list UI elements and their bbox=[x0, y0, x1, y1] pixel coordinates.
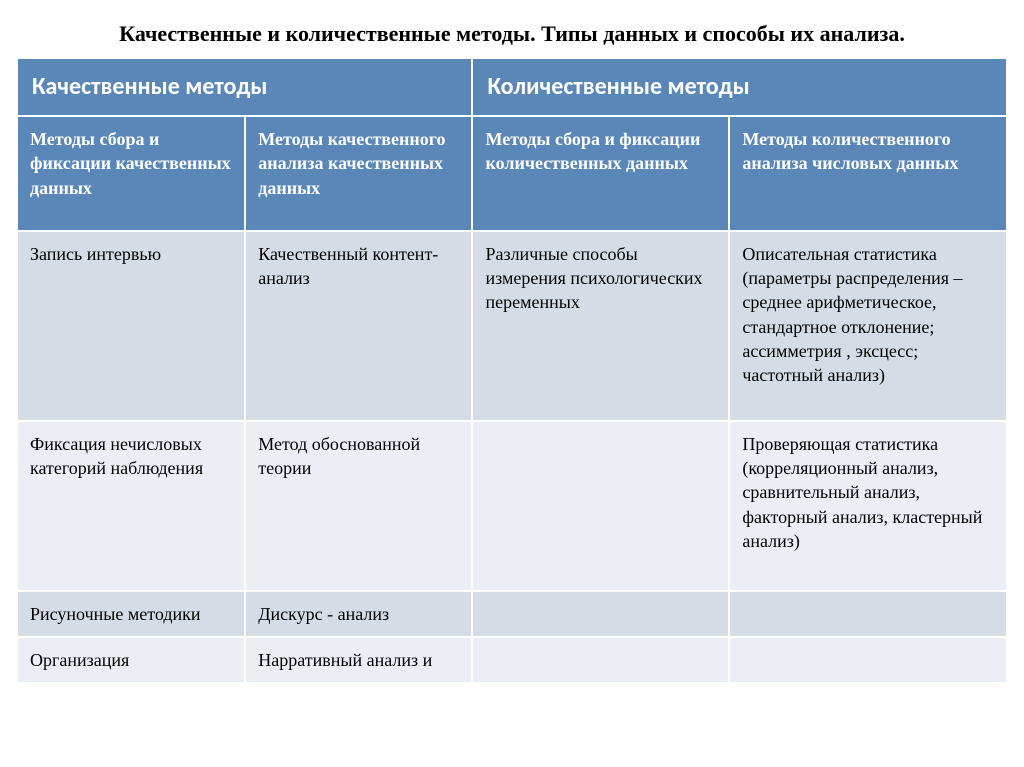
sub-header-cell: Методы сбора и фиксации качественных дан… bbox=[18, 116, 245, 231]
table-cell: Фиксация нечисловых категорий наблюдения bbox=[18, 421, 245, 591]
table-cell: Описательная статистика (параметры распр… bbox=[729, 231, 1006, 421]
table-cell bbox=[472, 637, 729, 683]
table-cell: Дискурс - анализ bbox=[245, 591, 472, 637]
sub-header-cell: Методы сбора и фиксации количественных д… bbox=[472, 116, 729, 231]
sub-header-cell: Методы количественного анализа числовых … bbox=[729, 116, 1006, 231]
sub-header-cell: Методы качественного анализа качественны… bbox=[245, 116, 472, 231]
table-cell: Качественный контент-анализ bbox=[245, 231, 472, 421]
table-cell: Рисуночные методики bbox=[18, 591, 245, 637]
table-cell: Нарративный анализ и bbox=[245, 637, 472, 683]
table-cell bbox=[729, 591, 1006, 637]
top-header-cell: Качественные методы bbox=[18, 59, 472, 116]
table-cell: Метод обоснованной теории bbox=[245, 421, 472, 591]
table-cell bbox=[472, 591, 729, 637]
table-cell: Различные способы измерения психологичес… bbox=[472, 231, 729, 421]
top-header-cell: Количественные методы bbox=[472, 59, 1006, 116]
table-cell bbox=[729, 637, 1006, 683]
table-cell: Запись интервью bbox=[18, 231, 245, 421]
page-title: Качественные и количественные методы. Ти… bbox=[18, 20, 1006, 49]
table-cell: Организация bbox=[18, 637, 245, 683]
table-cell: Проверяющая статистика (корреляционный а… bbox=[729, 421, 1006, 591]
table-cell bbox=[472, 421, 729, 591]
methods-table: Качественные методыКоличественные методы… bbox=[18, 59, 1006, 685]
